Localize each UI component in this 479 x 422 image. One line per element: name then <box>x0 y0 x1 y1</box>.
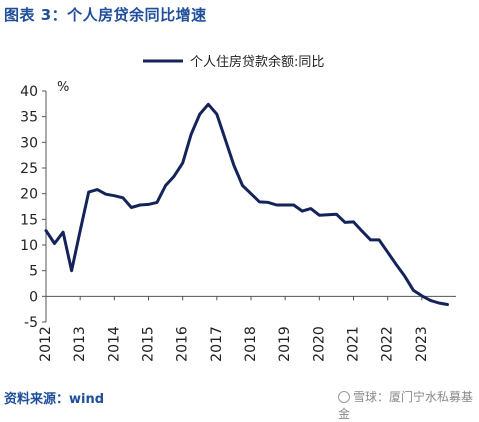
data-point <box>164 184 167 187</box>
y-tick-label: 15 <box>20 212 38 228</box>
x-tick-label: 2023 <box>414 326 430 362</box>
x-tick-label: 2012 <box>38 326 54 362</box>
x-tick-label: 2014 <box>106 326 122 362</box>
x-tick-label: 2018 <box>243 326 259 362</box>
source-note: 资料来源：wind <box>4 392 105 407</box>
data-point <box>438 302 441 305</box>
data-point <box>113 194 116 197</box>
data-point <box>104 193 107 196</box>
data-point <box>292 204 295 207</box>
data-point <box>301 210 304 213</box>
y-tick-label: 30 <box>20 135 38 151</box>
data-point <box>173 175 176 178</box>
x-tick-label: 2015 <box>141 326 157 362</box>
data-point <box>309 207 312 210</box>
figure-title: 图表 3：个人房贷余同比增速 <box>4 6 207 24</box>
x-tick-label: 2013 <box>72 326 88 362</box>
snowball-logo-icon <box>338 391 350 403</box>
data-point <box>361 230 364 233</box>
y-axis-unit-label: % <box>57 80 69 95</box>
data-point <box>147 203 150 206</box>
y-tick-label: 10 <box>20 238 38 254</box>
data-point <box>284 204 287 207</box>
data-point <box>62 231 65 234</box>
data-point <box>121 196 124 199</box>
data-point <box>53 242 56 245</box>
series-line-housing-loan-yoy <box>44 102 449 306</box>
legend-label: 个人住房贷款余额:同比 <box>190 54 324 70</box>
data-point <box>181 161 184 164</box>
data-point <box>130 206 133 209</box>
data-point <box>96 188 99 191</box>
data-point <box>344 221 347 224</box>
y-tick-label: 40 <box>20 84 38 100</box>
data-point <box>258 200 261 203</box>
data-point <box>215 113 218 116</box>
data-point <box>378 238 381 241</box>
y-tick-label: 0 <box>29 289 38 305</box>
data-point <box>45 229 48 232</box>
y-tick-label: 20 <box>20 187 38 203</box>
y-tick-label: 5 <box>29 264 38 280</box>
data-point <box>318 214 321 217</box>
data-point <box>241 184 244 187</box>
data-point <box>233 164 236 167</box>
data-point <box>198 113 201 116</box>
data-point <box>156 201 159 204</box>
data-point <box>190 133 193 136</box>
data-point <box>446 303 449 306</box>
data-point <box>87 191 90 194</box>
line-chart: -5 0 5 10 15 20 25 30 35 40 % 2012 2013 2014 2015 2016 2… <box>20 54 456 362</box>
data-point <box>79 229 82 232</box>
data-point <box>412 289 415 292</box>
data-point <box>70 269 73 272</box>
data-point <box>386 251 389 254</box>
y-tick-label: -5 <box>24 315 38 331</box>
data-point <box>275 204 278 207</box>
x-tick-label: 2016 <box>175 326 191 362</box>
y-tick-label: 25 <box>20 161 38 177</box>
data-point <box>326 213 329 216</box>
x-tick-label: 2022 <box>380 326 396 362</box>
x-tick-label: 2017 <box>209 326 225 362</box>
chart-axes: -5 0 5 10 15 20 25 30 35 40 % 2012 2013 2014 2015 2016 2… <box>20 80 456 362</box>
data-point <box>369 238 372 241</box>
y-tick-label: 35 <box>20 110 38 126</box>
data-point <box>267 201 270 204</box>
data-point <box>420 294 423 297</box>
data-point <box>403 275 406 278</box>
data-point <box>335 213 338 216</box>
x-tick-label: 2020 <box>311 326 327 362</box>
watermark: 雪球：厦门宁水私募基金 <box>338 388 479 422</box>
data-point <box>250 192 253 195</box>
chart-legend: 个人住房贷款余额:同比 <box>143 54 324 70</box>
x-tick-label: 2021 <box>346 326 362 362</box>
x-tick-label: 2019 <box>277 326 293 362</box>
data-point <box>395 263 398 266</box>
data-point <box>207 103 210 106</box>
chart-plot-area <box>44 102 449 306</box>
data-point <box>139 204 142 207</box>
data-point <box>352 221 355 224</box>
watermark-text: 雪球：厦门宁水私募基金 <box>338 390 474 421</box>
data-point <box>429 299 432 302</box>
data-point <box>224 138 227 141</box>
